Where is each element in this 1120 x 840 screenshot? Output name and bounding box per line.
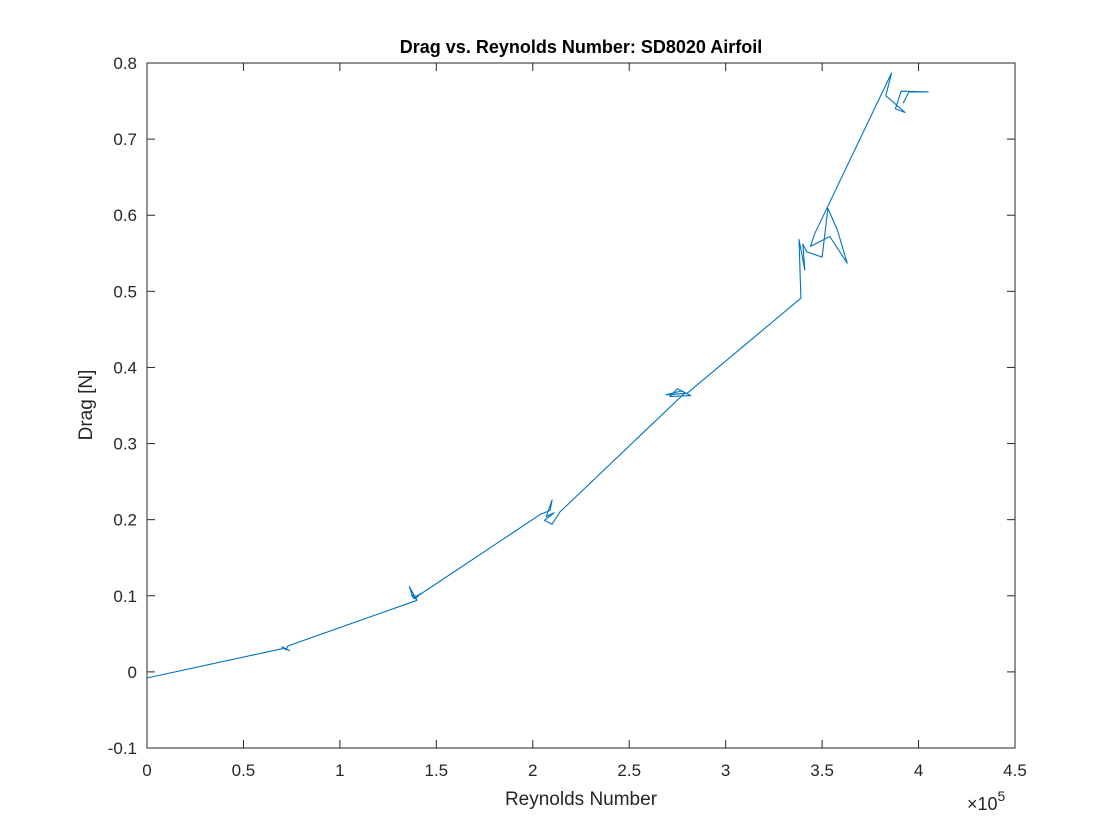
y-axis: -0.1 0 0.1 0.2 0.3 0.4 0.5 0.6 0.7 0.8	[108, 54, 1015, 758]
x-tick-label: 0.5	[232, 761, 256, 780]
x-tick-label: 4.5	[1003, 761, 1027, 780]
y-tick-label: 0.4	[113, 358, 137, 377]
y-tick-label: 0.7	[113, 130, 137, 149]
y-tick-label: 0.3	[113, 435, 137, 454]
y-tick-label: 0.6	[113, 206, 137, 225]
y-tick-label: 0	[128, 663, 137, 682]
x-tick-label: 0	[142, 761, 151, 780]
x-axis-multiplier: ×10	[967, 794, 998, 814]
y-tick-label: 0.1	[113, 587, 137, 606]
y-tick-label: 0.8	[113, 54, 137, 73]
y-tick-label: -0.1	[108, 739, 137, 758]
y-axis-label: Drag [N]	[76, 370, 97, 441]
x-tick-label: 3.5	[810, 761, 834, 780]
x-tick-label: 3	[721, 761, 730, 780]
x-axis-exponent-label: ×105	[967, 788, 1006, 814]
x-tick-label: 1	[335, 761, 344, 780]
x-axis: 0 0.5 1 1.5 2 2.5 3 3.5 4 4.5	[142, 63, 1027, 780]
x-axis-exponent: 5	[998, 788, 1006, 804]
drag-series-line	[146, 72, 929, 679]
x-tick-label: 1.5	[425, 761, 449, 780]
x-axis-label: Reynolds Number	[505, 789, 658, 810]
plot-area-box	[146, 62, 1016, 749]
x-tick-label: 4	[914, 761, 923, 780]
x-tick-label: 2.5	[617, 761, 641, 780]
y-tick-label: 0.2	[113, 511, 137, 530]
y-tick-label: 0.5	[113, 282, 137, 301]
x-tick-label: 2	[528, 761, 537, 780]
chart-title: Drag vs. Reynolds Number: SD8020 Airfoil	[400, 37, 762, 57]
